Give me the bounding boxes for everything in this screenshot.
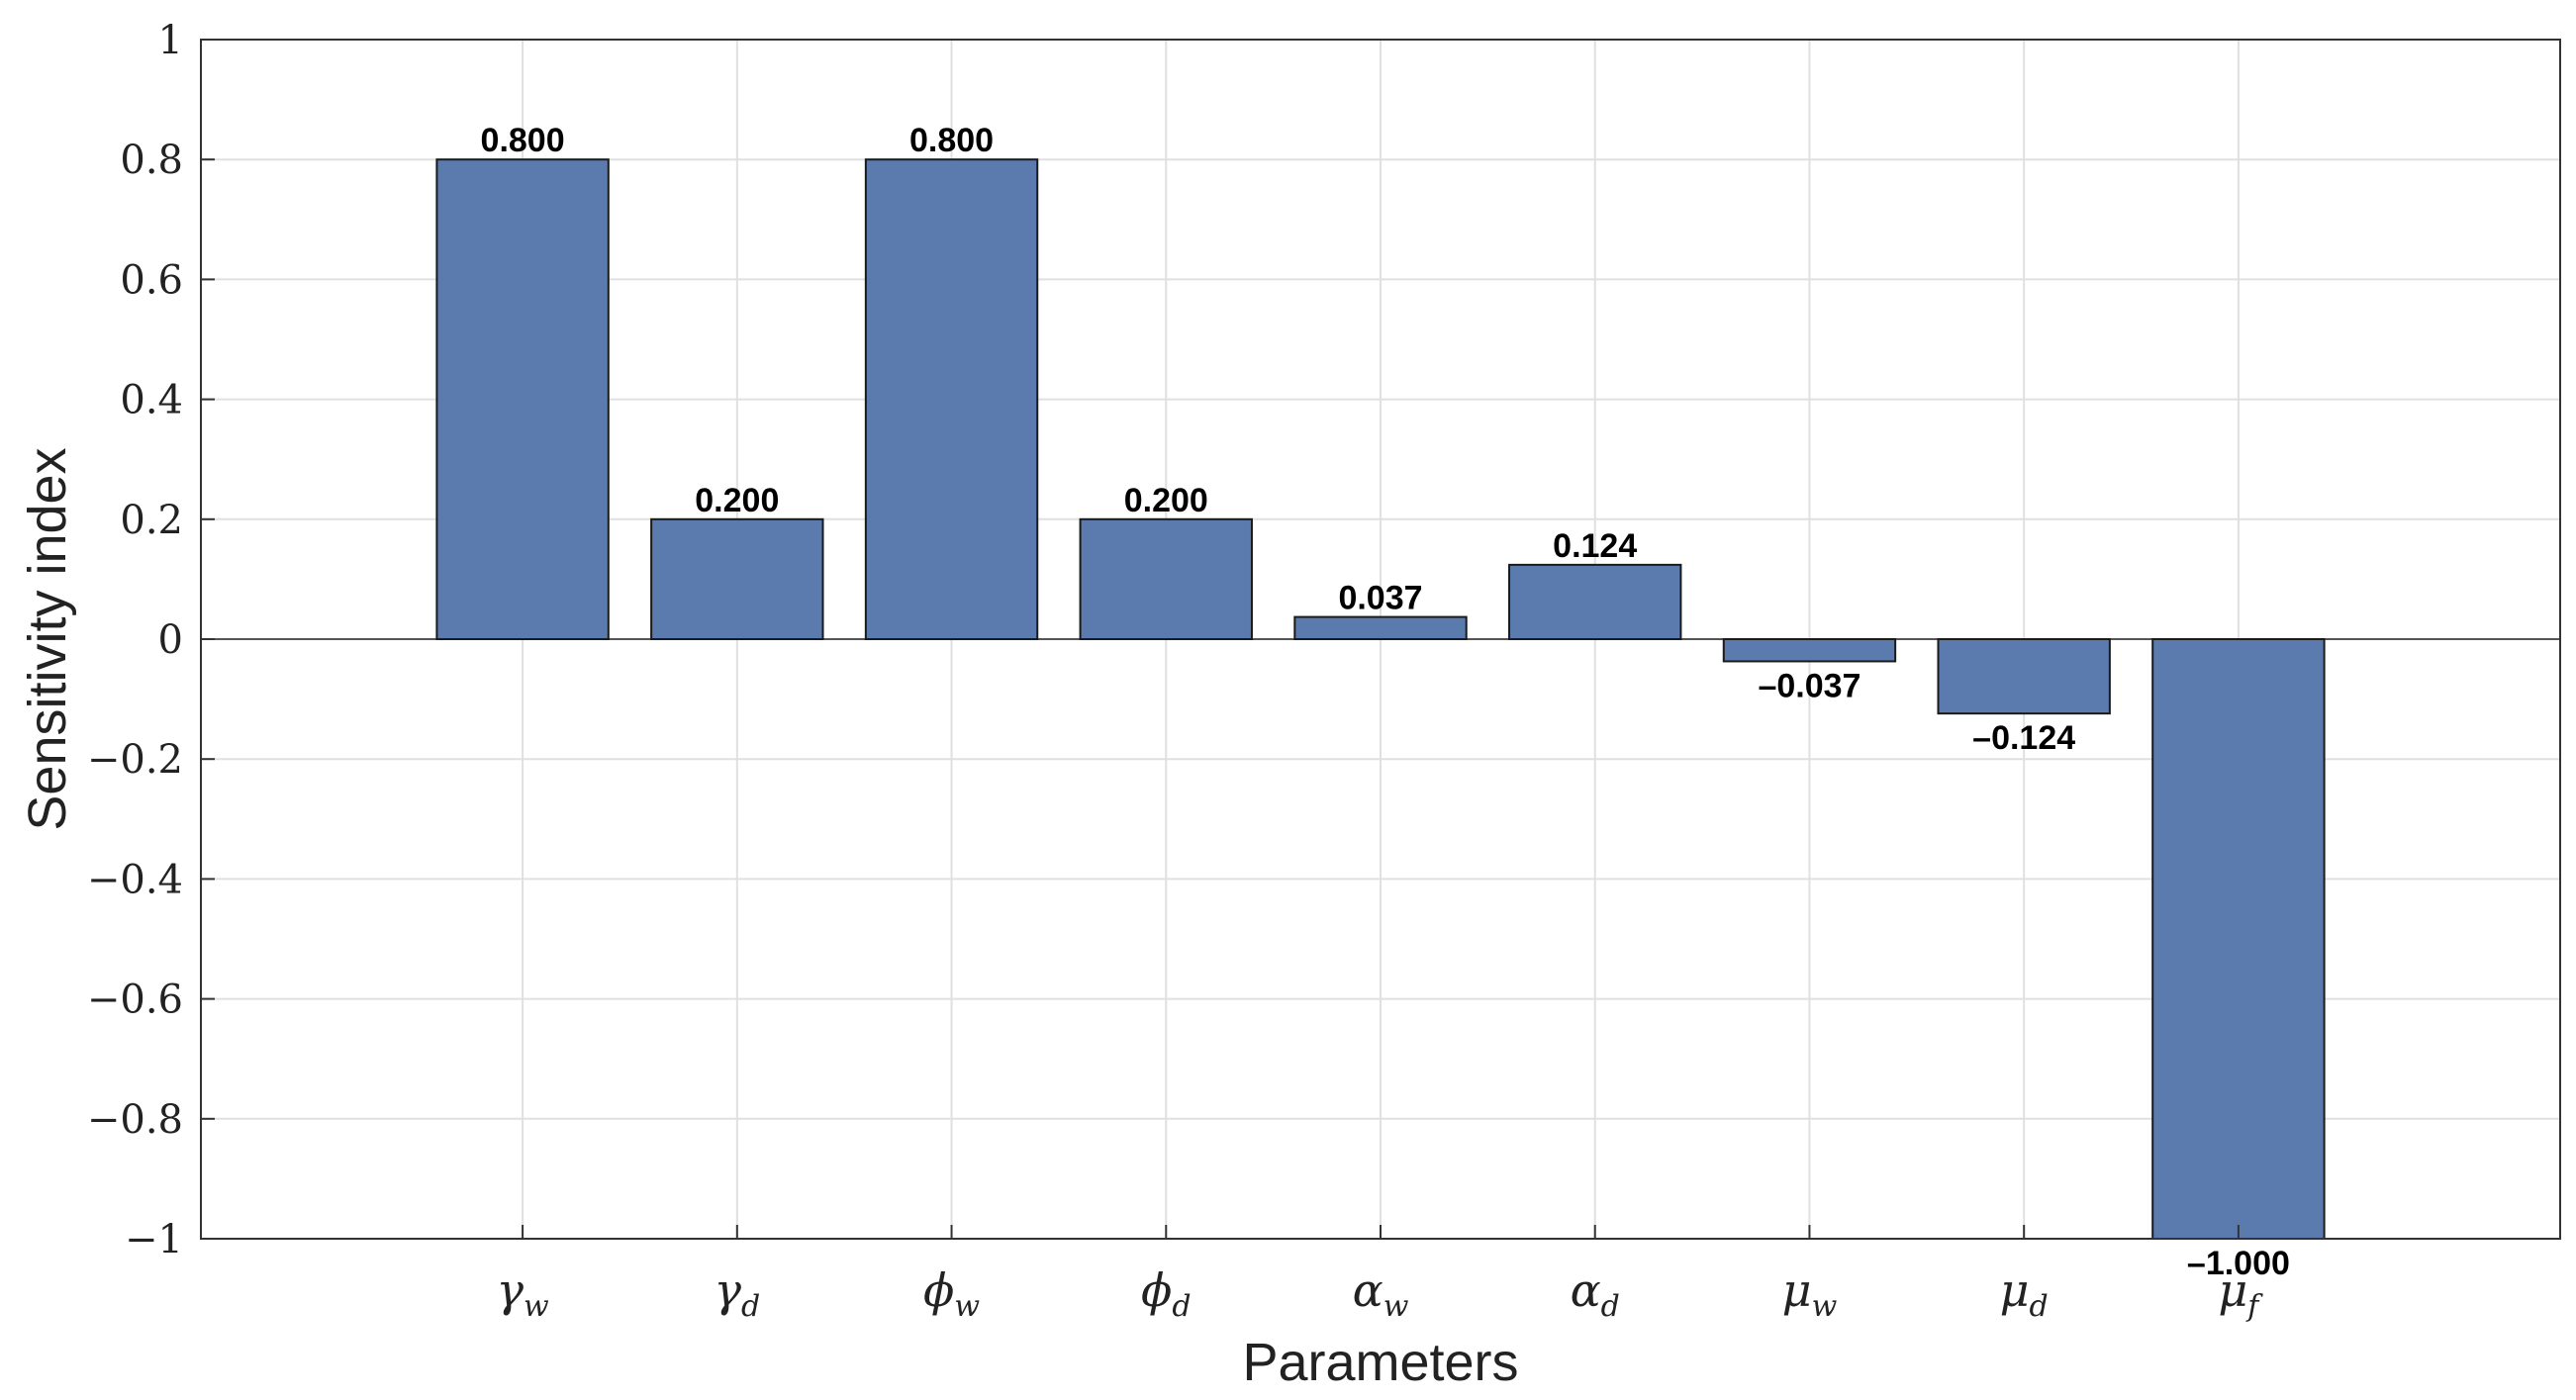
x-tick-label: ϕw — [923, 1263, 980, 1324]
x-tick-label: αd — [1571, 1263, 1620, 1324]
bar-data-label: –0.037 — [1758, 667, 1860, 704]
x-tick-label: αw — [1353, 1263, 1409, 1324]
y-tick-label: −1 — [125, 1217, 183, 1262]
bar-data-label: –0.124 — [1972, 719, 2075, 757]
y-tick-label: 0.6 — [120, 257, 183, 303]
bar — [2151, 638, 2326, 1240]
x-tick-label: γd — [714, 1263, 760, 1324]
y-tick-label: 0.2 — [120, 498, 183, 543]
x-tick-label: γw — [496, 1263, 549, 1324]
y-tick-label: 0 — [158, 617, 183, 663]
x-tick-label: μw — [1782, 1263, 1838, 1324]
y-tick-label: −0.8 — [87, 1097, 183, 1143]
y-tick-label: 1 — [158, 18, 183, 63]
y-tick-label: 0.8 — [120, 138, 183, 183]
bar-data-label: 0.800 — [481, 122, 565, 159]
bar — [1293, 615, 1468, 641]
y-tick-labels: −1 −0.8 −0.6 −0.4 −0.2 0 0.2 0.4 0.6 0.8 1 — [87, 18, 215, 1262]
bar-data-label: 0.200 — [695, 482, 779, 519]
data-labels: 0.800 0.200 0.800 0.200 0.037 0.124 –0.037 –0.1… — [481, 122, 2290, 1282]
bar — [1722, 638, 1897, 663]
bar-data-label: –1.000 — [2187, 1245, 2290, 1282]
y-tick-label: 0.4 — [120, 378, 183, 423]
bar-data-label: 0.800 — [909, 122, 994, 159]
y-axis-title: Sensitivity index — [18, 447, 77, 830]
y-tick-label: −0.2 — [87, 737, 183, 783]
bar — [864, 158, 1039, 640]
y-tick-label: −0.6 — [87, 978, 183, 1023]
y-tick-label: −0.4 — [87, 857, 183, 902]
bar — [1937, 638, 2111, 715]
bar — [435, 158, 610, 640]
bars — [435, 158, 2326, 1240]
x-tick-labels: γw γd ϕw ϕd αw αd μw μd μf — [496, 1225, 2263, 1324]
x-tick-label: μd — [2000, 1263, 2049, 1324]
bar — [650, 517, 824, 640]
bar — [1079, 517, 1253, 640]
bar-data-label: 0.200 — [1124, 482, 1208, 519]
x-tick-label: ϕd — [1141, 1263, 1192, 1324]
x-axis-title: Parameters — [1242, 1333, 1518, 1392]
bar — [1508, 563, 1682, 641]
bar-data-label: 0.037 — [1338, 580, 1422, 617]
bar-data-label: 0.124 — [1553, 527, 1637, 565]
